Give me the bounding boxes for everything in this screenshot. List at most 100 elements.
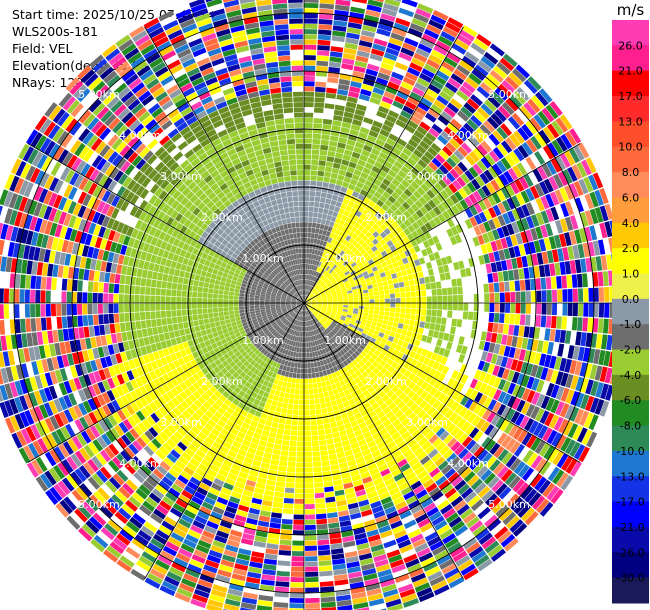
velocity-gate (306, 258, 309, 264)
velocity-gate (326, 438, 334, 445)
velocity-gate (424, 322, 431, 330)
velocity-gate (368, 234, 376, 242)
velocity-gate (587, 272, 594, 287)
velocity-gate (544, 412, 555, 427)
velocity-gate (509, 458, 522, 472)
velocity-gate (394, 61, 409, 72)
velocity-gate (315, 76, 327, 82)
velocity-gate (515, 192, 526, 206)
velocity-gate (307, 368, 312, 374)
velocity-gate (304, 368, 308, 374)
velocity-gate (404, 262, 411, 270)
velocity-gate (284, 492, 295, 499)
velocity-gate (394, 332, 401, 340)
velocity-gate (394, 208, 403, 217)
velocity-gate (559, 357, 567, 372)
velocity-gate (317, 539, 330, 546)
velocity-gate (319, 8, 334, 15)
velocity-gate (358, 176, 367, 184)
velocity-gate (304, 389, 309, 395)
velocity-gate (324, 236, 329, 242)
velocity-gate (354, 267, 361, 273)
velocity-gate (376, 253, 383, 260)
velocity-gate (540, 395, 550, 410)
velocity-gate (382, 211, 391, 220)
velocity-gate (326, 406, 334, 413)
velocity-gate (382, 191, 391, 199)
velocity-gate (373, 203, 381, 212)
velocity-gate (499, 313, 505, 324)
velocity-gate (383, 235, 391, 243)
velocity-gate (315, 71, 328, 77)
velocity-gate (461, 277, 468, 286)
velocity-gate (329, 56, 342, 63)
velocity-gate (356, 317, 362, 322)
velocity-gate (421, 248, 428, 257)
velocity-gate (324, 258, 329, 265)
velocity-gate (304, 34, 317, 40)
velocity-gate (357, 311, 364, 316)
velocity-gate (287, 403, 294, 410)
velocity-gate (431, 309, 437, 317)
velocity-gate (360, 220, 368, 228)
velocity-gate (304, 514, 316, 520)
velocity-gate (433, 226, 441, 235)
velocity-gate (322, 118, 333, 125)
velocity-gate (468, 401, 478, 412)
velocity-gate (329, 51, 343, 58)
velocity-gate (397, 114, 409, 124)
velocity-gate (420, 155, 431, 165)
velocity-gate (549, 263, 556, 277)
velocity-gate (312, 270, 316, 276)
velocity-gate (390, 165, 401, 174)
velocity-gate (422, 92, 436, 104)
velocity-gate (314, 310, 319, 315)
velocity-gate (336, 324, 342, 329)
velocity-gate (328, 275, 333, 280)
velocity-gate (571, 274, 578, 288)
velocity-gate (447, 17, 464, 29)
velocity-gate (314, 201, 320, 208)
velocity-gate (606, 334, 613, 351)
velocity-gate (493, 282, 500, 293)
velocity-gate (360, 171, 369, 180)
velocity-gate (430, 409, 440, 420)
velocity-gate (304, 436, 312, 442)
velocity-gate (291, 561, 304, 567)
velocity-gate (505, 184, 516, 197)
velocity-gate (583, 176, 594, 193)
velocity-gate (404, 71, 418, 82)
velocity-gate (348, 183, 356, 191)
velocity-gate (413, 148, 424, 159)
velocity-gate (324, 166, 333, 173)
velocity-gate (316, 295, 321, 299)
velocity-gate (442, 385, 451, 395)
velocity-gate (507, 168, 519, 181)
velocity-gate (437, 223, 446, 233)
velocity-gate (344, 282, 351, 287)
velocity-gate (371, 353, 378, 361)
velocity-gate (398, 281, 405, 288)
velocity-gate (360, 267, 367, 274)
velocity-gate (507, 382, 516, 395)
velocity-gate (456, 418, 467, 429)
velocity-gate (423, 63, 438, 74)
velocity-gate (399, 152, 410, 161)
velocity-gate (306, 290, 309, 296)
velocity-gate (415, 290, 422, 297)
velocity-gate (426, 289, 432, 297)
velocity-gate (574, 229, 582, 244)
velocity-gate (356, 252, 363, 259)
velocity-gate (271, 400, 278, 407)
velocity-gate (326, 307, 332, 311)
velocity-gate (315, 278, 320, 284)
velocity-gate (356, 270, 362, 276)
velocity-gate (580, 332, 587, 347)
velocity-gate (329, 324, 335, 329)
velocity-gate (348, 340, 355, 347)
velocity-gate (545, 315, 552, 328)
velocity-gate (333, 114, 343, 122)
velocity-gate (361, 235, 369, 242)
velocity-gate (426, 296, 432, 303)
velocity-gate (557, 171, 569, 187)
